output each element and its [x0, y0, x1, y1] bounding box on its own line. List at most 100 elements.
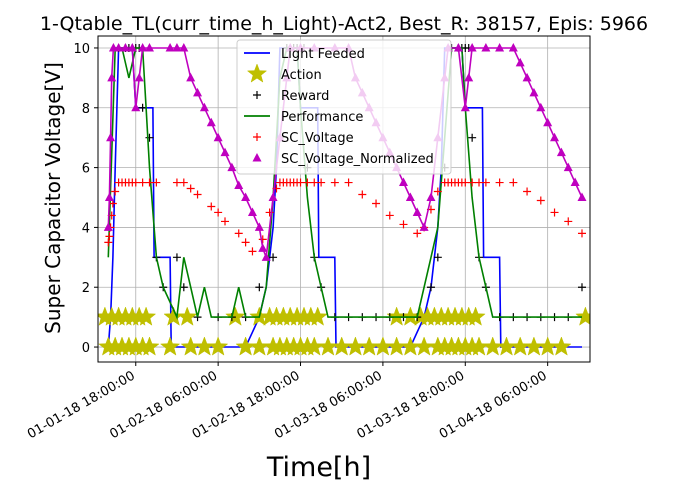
data-point	[550, 208, 559, 217]
data-point	[405, 192, 415, 202]
data-point	[296, 178, 305, 187]
data-point	[179, 42, 189, 52]
data-point	[103, 222, 113, 231]
data-point	[241, 238, 250, 247]
data-point	[522, 72, 532, 82]
data-point	[515, 57, 525, 67]
data-point	[468, 133, 477, 142]
data-point	[536, 102, 546, 112]
y-tick-label: 6	[82, 162, 90, 177]
data-point	[461, 178, 470, 187]
data-point	[207, 202, 216, 211]
data-point	[138, 103, 147, 112]
data-point	[258, 243, 268, 252]
y-tick-label: 8	[82, 102, 90, 117]
data-point	[214, 208, 223, 217]
data-point	[419, 222, 429, 231]
data-point	[114, 42, 124, 52]
y-tick-label: 10	[73, 42, 90, 57]
data-point	[460, 102, 470, 112]
data-point	[241, 192, 251, 202]
data-point	[317, 178, 326, 187]
data-point	[453, 42, 463, 52]
data-point	[481, 42, 491, 52]
data-point	[131, 178, 140, 187]
data-point	[468, 178, 477, 187]
data-point	[495, 178, 504, 187]
legend-label: SC_Voltage_Normalized	[281, 152, 434, 167]
data-point	[248, 247, 257, 256]
chart-title: 1-Qtable_TL(curr_time_h_Light)-Act2, Bes…	[40, 13, 648, 35]
data-point	[234, 229, 243, 238]
data-point	[398, 177, 408, 187]
data-point	[207, 336, 229, 356]
data-point	[508, 42, 518, 52]
data-point	[467, 42, 477, 52]
data-point	[426, 192, 436, 202]
data-point	[509, 178, 518, 187]
data-point	[145, 178, 154, 187]
data-point	[254, 222, 264, 231]
data-point	[258, 235, 267, 244]
data-point	[577, 229, 586, 238]
data-point	[385, 211, 394, 220]
data-point	[131, 102, 141, 112]
data-point	[372, 199, 381, 208]
data-point	[551, 336, 572, 356]
legend-label: Light Feeded	[281, 47, 365, 62]
data-point	[152, 178, 161, 187]
data-point	[139, 336, 160, 356]
data-point	[177, 306, 198, 326]
data-point	[523, 187, 532, 196]
data-point	[303, 178, 312, 187]
data-point	[564, 217, 573, 226]
data-point	[475, 178, 484, 187]
data-point	[104, 238, 113, 247]
legend-label: Action	[281, 68, 322, 83]
series-sc-voltage	[104, 178, 586, 256]
y-tick-label: 2	[82, 281, 90, 296]
data-point	[104, 192, 114, 202]
axes-frame	[97, 35, 591, 363]
legend-label: Reward	[281, 89, 329, 104]
data-point	[220, 147, 230, 157]
data-point	[120, 42, 130, 52]
data-point	[213, 132, 223, 142]
data-point	[433, 253, 442, 262]
data-point	[135, 306, 157, 326]
y-axis-label: Super Capacitor Voltage[V]	[41, 62, 65, 334]
data-point	[550, 132, 560, 142]
data-point	[344, 178, 353, 187]
data-point	[465, 306, 486, 326]
data-point	[310, 178, 319, 187]
series-action	[98, 306, 590, 356]
data-point	[556, 147, 566, 157]
data-point	[145, 133, 154, 142]
data-point	[234, 180, 244, 190]
data-point	[165, 42, 175, 52]
legend-label: SC_Voltage	[281, 131, 354, 146]
data-point	[577, 283, 586, 292]
data-point	[111, 187, 120, 196]
data-point	[172, 253, 181, 262]
data-point	[269, 253, 278, 262]
data-point	[199, 102, 209, 112]
data-point	[265, 208, 274, 217]
data-point	[495, 42, 505, 52]
data-point	[536, 196, 545, 205]
legend-label: Performance	[281, 110, 363, 125]
legend-handle	[252, 153, 262, 162]
data-point	[227, 162, 237, 172]
data-point	[127, 42, 137, 52]
data-point	[106, 132, 116, 142]
data-point	[193, 190, 202, 199]
data-point	[255, 283, 264, 292]
data-point	[107, 72, 117, 82]
data-point	[179, 178, 188, 187]
legend-handle	[253, 91, 261, 99]
data-point	[134, 72, 144, 82]
data-point	[433, 187, 442, 196]
data-point	[268, 192, 278, 202]
data-point	[159, 336, 181, 356]
